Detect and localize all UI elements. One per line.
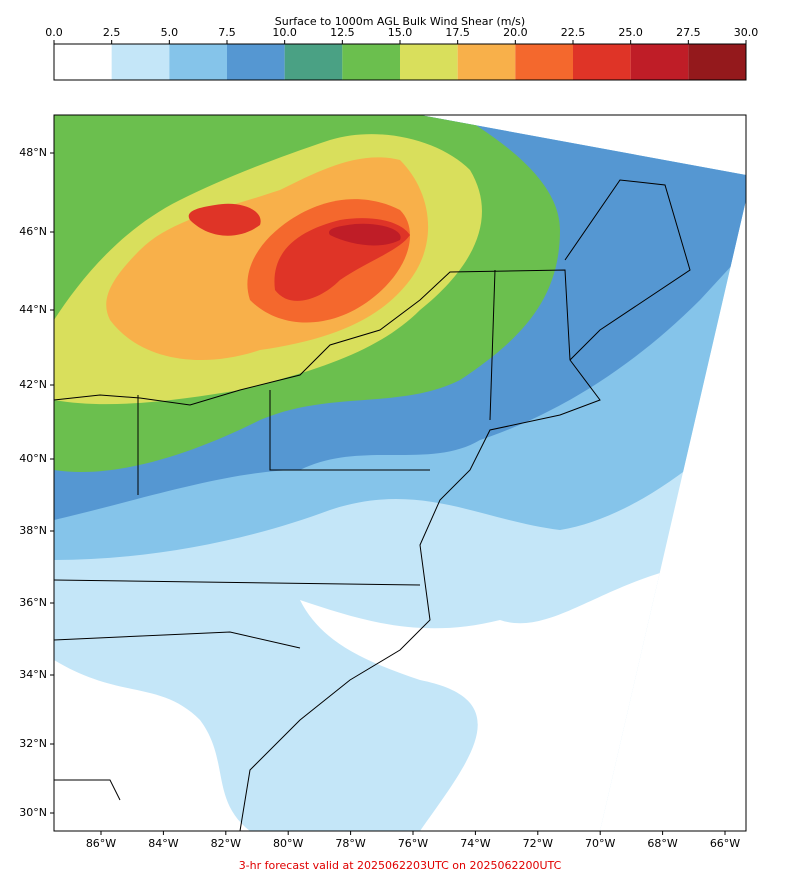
colorbar-bin <box>573 44 631 80</box>
lon-label: 74°W <box>460 837 490 850</box>
colorbar-bin <box>169 44 227 80</box>
lat-label: 30°N <box>19 806 47 819</box>
colorbar-tick-label: 22.5 <box>561 26 586 39</box>
lat-label: 44°N <box>19 303 47 316</box>
lat-label: 48°N <box>19 146 47 159</box>
colorbar-tick-label: 5.0 <box>161 26 179 39</box>
colorbar-bin <box>227 44 285 80</box>
lat-label: 42°N <box>19 378 47 391</box>
lat-label: 34°N <box>19 668 47 681</box>
colorbar-bin <box>284 44 343 80</box>
lat-label: 40°N <box>19 452 47 465</box>
colorbar-tick-label: 17.5 <box>445 26 470 39</box>
colorbar-tick-label: 10.0 <box>272 26 297 39</box>
colorbar-tick-label: 0.0 <box>45 26 63 39</box>
lon-label: 82°W <box>211 837 241 850</box>
footer: 3-hr forecast valid at 2025062203UTC on … <box>239 859 562 872</box>
lat-labels: 48°N 46°N 44°N 42°N 40°N 38°N 36°N 34°N 32°N 30°N <box>19 146 54 819</box>
lon-label: 72°W <box>523 837 553 850</box>
lat-label: 36°N <box>19 596 47 609</box>
colorbar-tick-label: 30.0 <box>734 26 759 39</box>
colorbar-bin <box>457 44 516 80</box>
lon-label: 78°W <box>335 837 365 850</box>
lon-label: 84°W <box>148 837 178 850</box>
lat-label: 38°N <box>19 524 47 537</box>
colorbar-bin <box>400 44 458 80</box>
colorbar-bin <box>630 44 689 80</box>
colorbar: 0.0 2.5 5.0 7.5 10.0 12.5 15.0 17.5 20.0 22.5 25.0… <box>45 26 759 81</box>
lon-label: 80°W <box>273 837 303 850</box>
lon-label: 66°W <box>710 837 740 850</box>
colorbar-title: Surface to 1000m AGL Bulk Wind Shear (m/… <box>275 15 525 28</box>
map <box>53 114 747 832</box>
colorbar-tick-label: 25.0 <box>618 26 643 39</box>
lon-labels: 86°W 84°W 82°W 80°W 78°W 76°W 74°W 72°W 70°W 68°W… <box>86 831 740 850</box>
colorbar-tick-label: 20.0 <box>503 26 528 39</box>
lon-label: 68°W <box>647 837 677 850</box>
colorbar-bin <box>54 44 112 80</box>
colorbar-bin <box>515 44 573 80</box>
colorbar-bin <box>111 44 170 80</box>
lat-label: 32°N <box>19 737 47 750</box>
colorbar-bin <box>688 44 746 80</box>
colorbar-tick-label: 27.5 <box>676 26 701 39</box>
colorbar-tick-label: 2.5 <box>103 26 121 39</box>
colorbar-tick-label: 7.5 <box>218 26 236 39</box>
lon-label: 70°W <box>585 837 615 850</box>
lat-label: 46°N <box>19 225 47 238</box>
colorbar-tick-label: 15.0 <box>388 26 413 39</box>
lon-label: 86°W <box>86 837 116 850</box>
colorbar-bin <box>342 44 400 80</box>
colorbar-tick-label: 12.5 <box>330 26 355 39</box>
lon-label: 76°W <box>398 837 428 850</box>
